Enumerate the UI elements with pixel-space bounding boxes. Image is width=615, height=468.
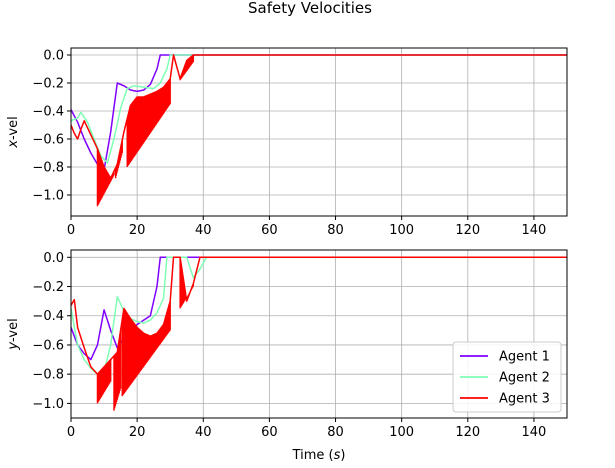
legend-label-agent-2: Agent 2 (499, 371, 550, 386)
series-oscillation-agent-3 (96, 359, 112, 404)
axes-frame (70, 47, 568, 217)
x-tick-label: 120 (455, 223, 480, 238)
x-tick-label: 60 (261, 223, 278, 238)
x-tick-label: 40 (195, 223, 212, 238)
x-tick-label: 60 (261, 425, 278, 440)
x-tick-label: 140 (522, 425, 547, 440)
y-axis-label: x-vel (6, 116, 21, 148)
y-tick-label: −1.0 (32, 189, 64, 204)
y-tick-label: −0.4 (32, 105, 64, 120)
series-line-agent-2 (71, 54, 567, 164)
series-oscillation-agent-3 (114, 140, 123, 179)
legend-label-agent-1: Agent 1 (499, 350, 550, 365)
legend-label-agent-3: Agent 3 (499, 392, 550, 407)
series-oscillation-agent-3 (113, 330, 122, 411)
series-oscillation-agent-3 (179, 257, 195, 309)
x-axis-label: Time (s) (292, 448, 346, 463)
y-tick-label: −0.4 (32, 309, 64, 324)
y-axis-label: y-vel (6, 318, 21, 350)
y-tick-label: −0.8 (32, 161, 64, 176)
y-tick-label: −0.8 (32, 368, 64, 383)
x-tick-label: 20 (129, 425, 146, 440)
x-tick-label: 120 (455, 425, 480, 440)
y-tick-label: 0.0 (43, 251, 64, 266)
x-tick-label: 80 (327, 223, 344, 238)
chart-title: Safety Velocities (248, 0, 372, 17)
x-tick-label: 20 (129, 223, 146, 238)
x-tick-label: 100 (389, 425, 414, 440)
series-oscillation-agent-3 (126, 78, 171, 167)
x-velocity-panel: 0 20 40 60 80 100 120 140 0.0 −0.2 −0.4 −0.6 −0.8 −1.… (6, 47, 568, 238)
x-tick-label: 80 (327, 425, 344, 440)
x-tick-label: 0 (67, 425, 75, 440)
y-tick-label: −0.2 (32, 77, 64, 92)
y-tick-label: −0.6 (32, 133, 64, 148)
series-line-agent-1 (71, 54, 567, 171)
series-oscillation-agent-3 (96, 148, 115, 207)
y-tick-label: −1.0 (32, 397, 64, 412)
x-tick-label: 0 (67, 223, 75, 238)
y-tick-label: 0.0 (43, 49, 64, 64)
x-tick-label: 100 (389, 223, 414, 238)
series-oscillation-agent-3 (121, 301, 171, 397)
series-oscillation-agent-3 (179, 55, 195, 81)
y-tick-label: −0.6 (32, 338, 64, 353)
y-tick-label: −0.2 (32, 280, 64, 295)
legend: Agent 1 Agent 2 Agent 3 (452, 341, 562, 413)
legend-box (452, 341, 562, 413)
axes-frame (70, 249, 568, 419)
x-tick-label: 40 (195, 425, 212, 440)
x-tick-label: 140 (522, 223, 547, 238)
